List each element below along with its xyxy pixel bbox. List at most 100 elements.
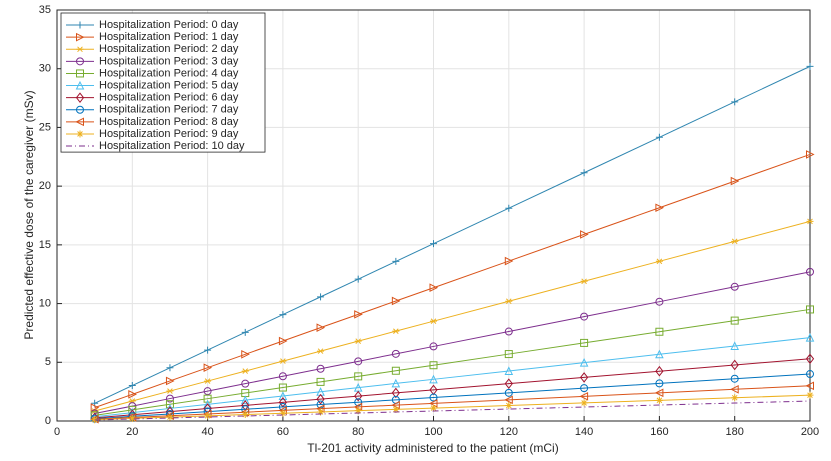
marker	[505, 204, 513, 212]
legend-label: Hospitalization Period: 1 day	[99, 31, 239, 43]
marker	[730, 384, 739, 394]
marker	[580, 230, 589, 239]
marker	[430, 404, 437, 412]
marker	[580, 312, 589, 321]
marker	[429, 374, 438, 384]
x-tick-label: 20	[126, 426, 138, 438]
marker	[392, 257, 400, 265]
marker	[241, 368, 249, 374]
marker	[316, 393, 325, 405]
marker	[392, 405, 400, 413]
series-line	[94, 358, 811, 419]
marker	[354, 407, 362, 415]
marker	[806, 370, 814, 379]
marker	[655, 327, 664, 336]
x-tick-label: 40	[201, 426, 213, 438]
marker	[730, 374, 739, 383]
marker	[655, 365, 664, 377]
marker	[278, 336, 288, 346]
marker	[655, 258, 663, 265]
marker	[504, 366, 514, 375]
marker	[166, 364, 174, 372]
legend-label: Hospitalization Period: 0 day	[99, 19, 239, 31]
series-line	[94, 271, 811, 414]
legend-label: Hospitalization Period: 3 day	[99, 55, 239, 67]
marker	[505, 401, 513, 409]
x-tick-label: 200	[801, 426, 819, 438]
series-line	[94, 308, 811, 416]
marker	[805, 333, 815, 342]
legend-marker	[76, 105, 84, 114]
legend: Hospitalization Period: 0 dayHospitaliza…	[60, 12, 266, 153]
y-axis-label: Predicted effective dose of the caregive…	[22, 90, 36, 339]
marker	[806, 305, 814, 314]
legend-label: Hospitalization Period: 10 day	[99, 140, 245, 152]
x-axis-label: Tl-201 activity administered to the pati…	[307, 441, 558, 455]
x-tick-label: 180	[726, 426, 744, 438]
marker	[429, 283, 439, 293]
marker	[579, 358, 589, 367]
marker	[165, 394, 174, 403]
marker	[504, 327, 513, 336]
marker	[354, 390, 363, 402]
marker	[128, 414, 136, 422]
marker	[504, 256, 514, 266]
marker	[430, 240, 437, 248]
marker	[655, 297, 664, 306]
y-tick-label: 35	[39, 4, 51, 16]
marker	[278, 372, 287, 381]
y-tick-label: 10	[39, 297, 51, 309]
marker	[278, 391, 288, 400]
series-line	[94, 400, 811, 421]
marker	[391, 387, 400, 399]
marker	[317, 293, 325, 301]
marker	[655, 379, 664, 388]
legend-marker	[75, 92, 85, 103]
marker	[354, 372, 363, 381]
marker	[279, 358, 287, 364]
marker	[730, 359, 739, 371]
series-line	[94, 385, 811, 420]
marker	[580, 169, 588, 177]
marker	[655, 133, 663, 141]
marker	[166, 413, 174, 421]
marker	[730, 316, 739, 325]
marker	[241, 328, 249, 336]
marker	[580, 338, 589, 347]
marker	[731, 394, 739, 402]
y-tick-label: 25	[39, 121, 51, 133]
series-line	[94, 337, 811, 418]
marker	[805, 381, 814, 391]
marker	[391, 349, 400, 358]
marker	[203, 387, 212, 396]
marker	[655, 203, 665, 213]
marker	[429, 393, 438, 402]
series-line	[94, 394, 811, 421]
legend-label: Hospitalization Period: 4 day	[99, 67, 239, 79]
marker	[278, 383, 287, 392]
legend-marker	[75, 117, 84, 127]
marker	[90, 403, 100, 412]
marker	[392, 328, 400, 334]
plot-frame	[56, 9, 811, 422]
marker	[580, 384, 589, 393]
marker	[316, 323, 326, 332]
marker	[805, 353, 815, 365]
marker	[354, 275, 362, 283]
marker	[806, 62, 814, 70]
marker	[241, 379, 250, 388]
marker	[391, 366, 400, 375]
marker	[354, 310, 363, 319]
marker	[430, 318, 437, 324]
series-line	[94, 373, 811, 420]
x-tick-label: 60	[277, 426, 289, 438]
marker	[806, 391, 814, 399]
marker	[806, 218, 814, 225]
marker	[806, 150, 815, 159]
marker	[241, 349, 250, 359]
marker	[316, 400, 325, 409]
marker	[204, 378, 212, 384]
marker	[731, 238, 739, 245]
marker	[165, 376, 175, 386]
